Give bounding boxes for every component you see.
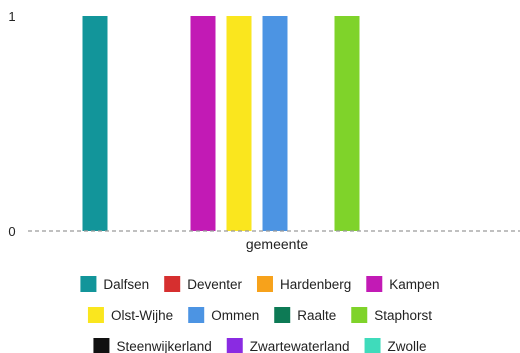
bar-staphorst: [334, 16, 360, 231]
legend-swatch-dalfsen: [80, 276, 97, 292]
legend-swatch-olst-wijhe: [87, 307, 104, 323]
legend-swatch-steenwijkerland: [93, 338, 110, 353]
legend-swatch-raalte: [274, 307, 291, 323]
legend: Dalfsen Deventer Hardenberg Kampen Olst-Wijh…: [80, 276, 440, 353]
legend-label-staphorst: Staphorst: [374, 308, 432, 323]
legend-label-olst-wijhe: Olst-Wijhe: [111, 308, 173, 323]
legend-label-ommen: Ommen: [211, 308, 259, 323]
y-axis-ticks: 01: [8, 9, 15, 239]
y-tick-label: 0: [8, 224, 15, 239]
legend-swatch-kampen: [366, 276, 383, 292]
bar-kampen: [190, 16, 216, 231]
bar-dalfsen: [82, 16, 108, 231]
legend-label-dalfsen: Dalfsen: [103, 277, 149, 292]
legend-label-zwolle: Zwolle: [388, 339, 427, 353]
legend-swatch-hardenberg: [256, 276, 273, 292]
y-tick-label: 1: [8, 9, 15, 24]
legend-swatch-ommen: [188, 307, 205, 323]
legend-label-deventer: Deventer: [187, 277, 242, 292]
legend-swatch-staphorst: [351, 307, 368, 323]
x-axis-title: gemeente: [246, 236, 308, 252]
legend-swatch-deventer: [164, 276, 181, 292]
legend-label-steenwijkerland: Steenwijkerland: [116, 339, 211, 353]
legend-label-hardenberg: Hardenberg: [280, 277, 351, 292]
legend-label-zwartewaterland: Zwartewaterland: [250, 339, 350, 353]
legend-label-kampen: Kampen: [389, 277, 439, 292]
legend-swatch-zwartewaterland: [226, 338, 243, 353]
bar-olst-wijhe: [226, 16, 252, 231]
legend-swatch-zwolle: [364, 338, 381, 353]
bar-ommen: [262, 16, 288, 231]
legend-label-raalte: Raalte: [297, 308, 336, 323]
bars-group: [82, 16, 360, 231]
